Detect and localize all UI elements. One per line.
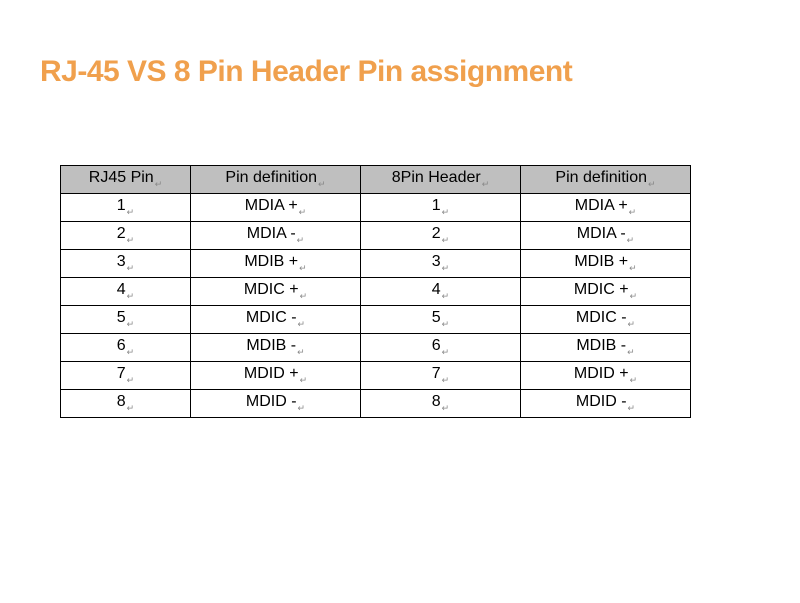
table-cell: 4↵: [61, 278, 191, 306]
table-cell: 2↵: [361, 222, 521, 250]
crlf-mark-icon: ↵: [482, 179, 490, 189]
table-cell: 6↵: [61, 334, 191, 362]
table-cell: MDID -↵: [521, 390, 691, 418]
crlf-mark-icon: ↵: [628, 403, 636, 413]
table-cell: MDIB -↵: [191, 334, 361, 362]
table-cell: 8↵: [61, 390, 191, 418]
table-row: 7↵MDID +↵7↵MDID +↵: [61, 362, 691, 390]
crlf-mark-icon: ↵: [318, 179, 326, 189]
crlf-mark-icon: ↵: [630, 375, 638, 385]
crlf-mark-icon: ↵: [127, 375, 135, 385]
crlf-mark-icon: ↵: [155, 179, 163, 189]
table-cell: MDIB +↵: [521, 250, 691, 278]
crlf-mark-icon: ↵: [629, 263, 637, 273]
table-cell: 6↵: [361, 334, 521, 362]
crlf-mark-icon: ↵: [442, 291, 450, 301]
col-header-pin-def-1: Pin definition↵: [191, 166, 361, 194]
table-row: 5↵MDIC -↵5↵MDIC -↵: [61, 306, 691, 334]
crlf-mark-icon: ↵: [127, 235, 135, 245]
table-row: 8↵MDID -↵8↵MDID -↵: [61, 390, 691, 418]
table-cell: MDID +↵: [191, 362, 361, 390]
crlf-mark-icon: ↵: [442, 263, 450, 273]
crlf-mark-icon: ↵: [299, 263, 307, 273]
table-cell: MDIC -↵: [191, 306, 361, 334]
col-header-pin-def-2: Pin definition↵: [521, 166, 691, 194]
crlf-mark-icon: ↵: [630, 291, 638, 301]
pin-assignment-table-wrap: RJ45 Pin↵ Pin definition↵ 8Pin Header↵ P…: [60, 165, 691, 418]
table-cell: MDIA -↵: [191, 222, 361, 250]
crlf-mark-icon: ↵: [442, 207, 450, 217]
table-cell: 3↵: [61, 250, 191, 278]
crlf-mark-icon: ↵: [442, 403, 450, 413]
crlf-mark-icon: ↵: [127, 347, 135, 357]
crlf-mark-icon: ↵: [127, 319, 135, 329]
table-cell: 5↵: [361, 306, 521, 334]
crlf-mark-icon: ↵: [127, 263, 135, 273]
crlf-mark-icon: ↵: [629, 207, 637, 217]
table-cell: 7↵: [61, 362, 191, 390]
crlf-mark-icon: ↵: [127, 403, 135, 413]
crlf-mark-icon: ↵: [628, 319, 636, 329]
table-cell: MDIC +↵: [521, 278, 691, 306]
crlf-mark-icon: ↵: [297, 347, 305, 357]
table-cell: 7↵: [361, 362, 521, 390]
crlf-mark-icon: ↵: [127, 291, 135, 301]
table-cell: 1↵: [361, 194, 521, 222]
col-header-rj45-pin: RJ45 Pin↵: [61, 166, 191, 194]
table-cell: 3↵: [361, 250, 521, 278]
table-row: 6↵MDIB -↵6↵MDIB -↵: [61, 334, 691, 362]
table-cell: 8↵: [361, 390, 521, 418]
crlf-mark-icon: ↵: [627, 235, 635, 245]
table-header-row: RJ45 Pin↵ Pin definition↵ 8Pin Header↵ P…: [61, 166, 691, 194]
crlf-mark-icon: ↵: [648, 179, 656, 189]
crlf-mark-icon: ↵: [127, 207, 135, 217]
table-cell: MDIB +↵: [191, 250, 361, 278]
table-cell: 4↵: [361, 278, 521, 306]
table-body: 1↵MDIA +↵1↵MDIA +↵2↵MDIA -↵2↵MDIA -↵3↵MD…: [61, 194, 691, 418]
table-cell: MDID -↵: [191, 390, 361, 418]
table-row: 1↵MDIA +↵1↵MDIA +↵: [61, 194, 691, 222]
crlf-mark-icon: ↵: [627, 347, 635, 357]
crlf-mark-icon: ↵: [442, 235, 450, 245]
table-cell: MDIC -↵: [521, 306, 691, 334]
crlf-mark-icon: ↵: [300, 291, 308, 301]
table-cell: 1↵: [61, 194, 191, 222]
crlf-mark-icon: ↵: [300, 375, 308, 385]
table-cell: 5↵: [61, 306, 191, 334]
table-row: 4↵MDIC +↵4↵MDIC +↵: [61, 278, 691, 306]
table-cell: MDIA +↵: [191, 194, 361, 222]
table-cell: MDIC +↵: [191, 278, 361, 306]
pin-assignment-table: RJ45 Pin↵ Pin definition↵ 8Pin Header↵ P…: [60, 165, 691, 418]
crlf-mark-icon: ↵: [298, 319, 306, 329]
table-cell: MDID +↵: [521, 362, 691, 390]
page-title: RJ-45 VS 8 Pin Header Pin assignment: [40, 55, 572, 89]
table-cell: 2↵: [61, 222, 191, 250]
table-cell: MDIA -↵: [521, 222, 691, 250]
table-row: 2↵MDIA -↵2↵MDIA -↵: [61, 222, 691, 250]
crlf-mark-icon: ↵: [299, 207, 307, 217]
col-header-8pin-header: 8Pin Header↵: [361, 166, 521, 194]
crlf-mark-icon: ↵: [442, 347, 450, 357]
table-row: 3↵MDIB +↵3↵MDIB +↵: [61, 250, 691, 278]
crlf-mark-icon: ↵: [442, 375, 450, 385]
crlf-mark-icon: ↵: [298, 403, 306, 413]
table-cell: MDIA +↵: [521, 194, 691, 222]
table-cell: MDIB -↵: [521, 334, 691, 362]
crlf-mark-icon: ↵: [442, 319, 450, 329]
crlf-mark-icon: ↵: [297, 235, 305, 245]
